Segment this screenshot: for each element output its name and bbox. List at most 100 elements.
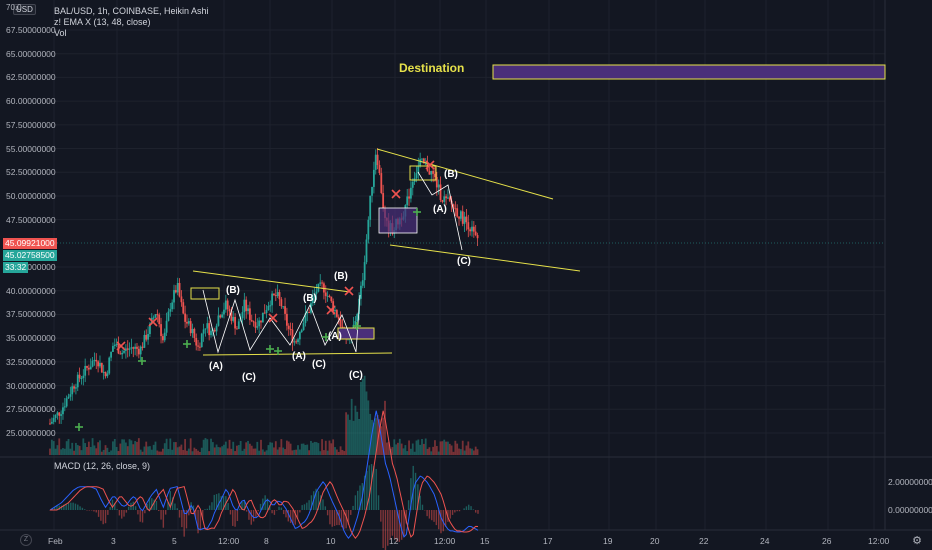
candle-body <box>182 302 185 314</box>
volume-bar <box>56 445 59 455</box>
macd-histogram-bar <box>232 510 234 526</box>
macd-histogram-bar <box>326 510 329 516</box>
candle-body <box>421 158 423 160</box>
candle-body <box>337 316 340 320</box>
volume-bar <box>280 439 283 455</box>
volume-bar <box>191 451 194 455</box>
candle-body <box>223 309 225 315</box>
volume-bar <box>206 439 209 455</box>
signal-markers <box>75 160 435 431</box>
time-axis-label: 26 <box>822 536 832 546</box>
macd-histogram-bar <box>148 497 151 510</box>
volume-bar <box>52 441 55 455</box>
volume-bar <box>86 446 88 455</box>
macd-histogram-bar <box>199 510 202 531</box>
volume-bar <box>202 439 205 455</box>
volume-bar <box>350 398 353 455</box>
volume-bar <box>441 441 444 455</box>
macd-legend[interactable]: MACD (12, 26, close, 9) <box>54 461 151 471</box>
macd-histogram-bar <box>174 503 176 510</box>
volume-bar <box>210 438 212 455</box>
macd-histogram-bar <box>370 464 373 510</box>
price-axis-label: 67.50000000 <box>6 25 56 35</box>
candle-body <box>459 211 462 219</box>
candle-body <box>378 165 381 174</box>
candle-body <box>237 321 240 329</box>
volume-bar <box>110 450 112 455</box>
candle-body <box>52 417 55 422</box>
currency-badge[interactable]: USD <box>13 4 36 15</box>
candle-body <box>110 351 112 358</box>
candle-body <box>173 290 175 303</box>
volume-bar <box>82 438 85 455</box>
volume-bar <box>387 441 390 455</box>
volume-bar <box>415 440 418 455</box>
candle-body <box>236 328 238 330</box>
wave-label: (C) <box>457 256 471 267</box>
volume-bar <box>176 447 179 455</box>
volume-bar <box>80 450 83 455</box>
candle-body <box>91 360 94 367</box>
candle-body <box>456 208 459 217</box>
volume-bar <box>234 451 236 455</box>
volume-bar <box>150 449 153 455</box>
candle-body <box>260 320 262 323</box>
volume-bar <box>130 440 133 455</box>
volume-bar <box>263 451 266 455</box>
macd-histogram-bar <box>241 501 243 510</box>
candle-body <box>339 319 342 327</box>
candle-body <box>361 280 364 286</box>
macd-histogram-bar <box>178 510 181 518</box>
volume-bar <box>239 440 242 455</box>
ema-price-tag: 45.02758500 <box>3 250 57 261</box>
volume-bar <box>434 440 436 455</box>
macd-histogram-bar <box>472 509 475 510</box>
wave-path <box>417 171 463 251</box>
signal-line <box>50 410 479 540</box>
volume-bar <box>397 442 399 455</box>
z-icon[interactable]: Z <box>20 534 32 546</box>
macd-histogram-bar <box>414 472 417 510</box>
candle-body <box>128 348 131 350</box>
volume-bar <box>139 449 142 455</box>
candle-body <box>415 173 418 179</box>
volume-bar <box>63 448 66 455</box>
volume-bar <box>398 438 401 455</box>
candle-body <box>454 208 457 210</box>
macd-histogram-bar <box>97 510 100 517</box>
candle-body <box>202 329 205 334</box>
macd-histogram-bar <box>266 498 269 510</box>
symbol-legend[interactable]: BAL/USD, 1h, COINBASE, Heikin Ashi <box>54 6 209 16</box>
volume-bar <box>230 448 233 455</box>
volume-bar <box>167 449 170 455</box>
candle-body <box>410 187 412 199</box>
candle-body <box>323 283 325 293</box>
macd-histogram-bar <box>213 494 215 510</box>
macd-histogram-bar <box>252 510 255 522</box>
volume-bar <box>456 443 459 455</box>
candle-body <box>106 373 109 377</box>
volume-bar <box>261 449 264 455</box>
candle-body <box>256 326 259 328</box>
macd-histogram-bar <box>403 510 405 537</box>
volume-bar <box>132 444 135 455</box>
vol-legend[interactable]: Vol <box>54 28 67 38</box>
macd-histogram-bar <box>465 506 468 510</box>
macd-histogram-bar <box>398 510 401 542</box>
macd-histogram-bar <box>259 503 262 510</box>
ema-legend[interactable]: z! EMA X (13, 48, close) <box>54 17 151 27</box>
macd-histogram-bar <box>299 510 301 513</box>
volume-bar <box>204 438 207 455</box>
volume-bar <box>361 378 364 455</box>
price-axis-label: 27.50000000 <box>6 404 56 415</box>
time-axis-label: 8 <box>264 536 269 546</box>
macd-histogram-bar <box>435 510 438 526</box>
macd-histogram-bar <box>63 504 65 510</box>
macd-histogram-bar <box>289 510 292 524</box>
volume-bar <box>76 445 79 455</box>
macd-histogram-bar <box>407 500 410 510</box>
gear-icon[interactable]: ⚙ <box>912 535 922 547</box>
volume-bar <box>174 442 177 455</box>
